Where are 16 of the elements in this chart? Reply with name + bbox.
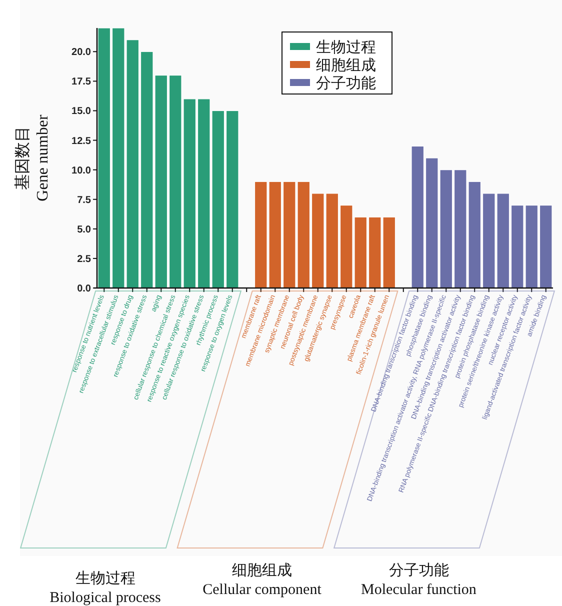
y-tick-label: 17.5 — [72, 76, 92, 88]
legend-label: 生物过程 — [316, 39, 376, 56]
y-tick-label: 12.5 — [72, 136, 92, 147]
y-tick-label: 20.0 — [72, 47, 92, 58]
y-axis-title: 基因数目 Gene number — [14, 114, 52, 202]
legend-label: 细胞组成 — [316, 57, 376, 74]
y-tick-label: 0.0 — [77, 284, 92, 294]
text: 分子功能 Molecular function — [361, 562, 477, 598]
y-tick-label: 15.0 — [72, 106, 92, 118]
text: 细胞组成 Cellular component — [202, 562, 322, 598]
y-tick-label: 7.5 — [77, 194, 92, 206]
y-tick-label: 2.5 — [77, 254, 92, 265]
text: 生物过程 Biological process — [50, 570, 162, 606]
legend-label: 分子功能 — [316, 75, 376, 92]
y-tick-label: 5.0 — [77, 224, 92, 236]
y-tick-label: 10.0 — [72, 165, 92, 176]
